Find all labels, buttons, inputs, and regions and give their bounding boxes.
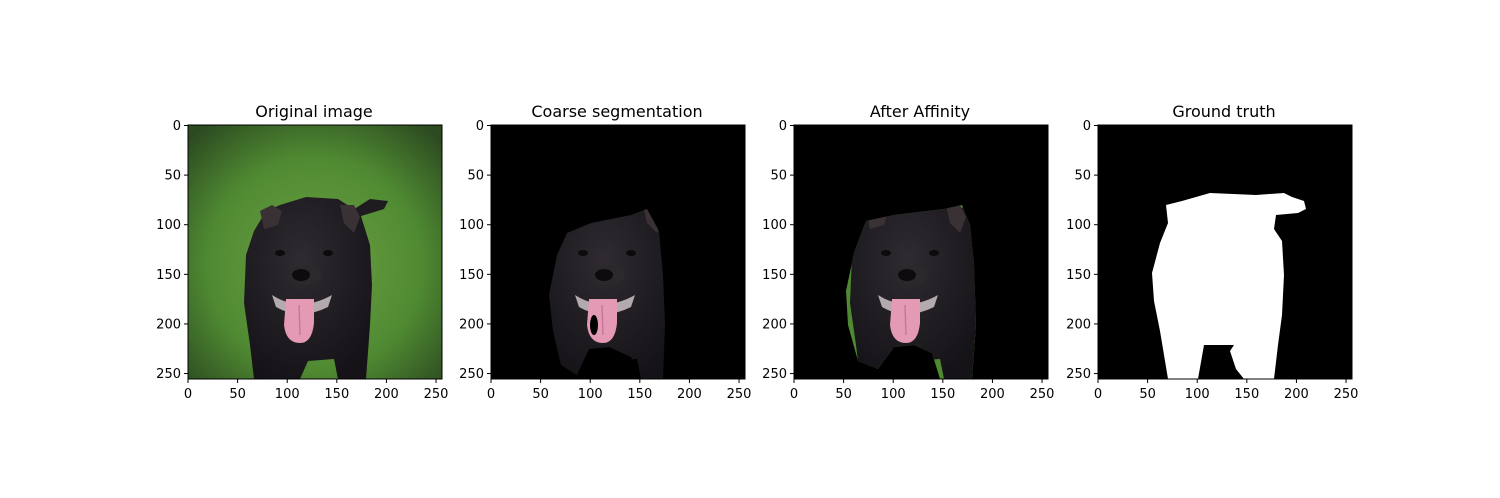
panel-ground-truth: Ground truth <box>1097 102 1353 380</box>
x-tick-label-ground-truth: 250 <box>1334 387 1359 402</box>
y-tick-label-ground-truth: 100 <box>1066 218 1091 233</box>
x-tick-label-original: 0 <box>184 387 192 402</box>
panel-title-affinity: After Affinity <box>870 102 970 121</box>
y-tick-label-coarse: 50 <box>467 169 484 184</box>
x-tick-label-affinity: 200 <box>980 387 1005 402</box>
x-tick-label-coarse: 150 <box>627 387 652 402</box>
panel-title-ground-truth: Ground truth <box>1172 102 1275 121</box>
y-tick-label-ground-truth: 0 <box>1083 119 1091 134</box>
y-tick-label-coarse: 150 <box>459 268 484 283</box>
x-tick-label-affinity: 150 <box>930 387 955 402</box>
panel-affinity: After Affinity <box>793 102 1049 380</box>
x-tick-label-affinity: 50 <box>835 387 852 402</box>
x-tick-label-ground-truth: 100 <box>1185 387 1210 402</box>
y-tick-label-original: 150 <box>156 268 181 283</box>
coarse-segmentation-image <box>491 125 745 379</box>
axes-frame-ground-truth <box>1097 124 1353 380</box>
x-tick-label-affinity: 250 <box>1030 387 1055 402</box>
x-tick-label-original: 150 <box>324 387 349 402</box>
y-tick-label-original: 0 <box>173 119 181 134</box>
y-tick-label-original: 50 <box>164 169 181 184</box>
x-tick-label-ground-truth: 0 <box>1094 387 1102 402</box>
y-tick-label-affinity: 250 <box>762 367 787 382</box>
panel-title-original: Original image <box>255 102 373 121</box>
x-tick-label-ground-truth: 200 <box>1284 387 1309 402</box>
panel-coarse: Coarse segmentation <box>490 102 746 380</box>
axes-frame-affinity <box>793 124 1049 380</box>
original-image <box>188 125 442 379</box>
x-tick-label-affinity: 100 <box>881 387 906 402</box>
axes-frame-original <box>187 124 443 380</box>
x-tick-label-original: 50 <box>229 387 246 402</box>
y-tick-label-coarse: 200 <box>459 317 484 332</box>
after-affinity-image <box>794 125 1048 379</box>
x-tick-label-coarse: 0 <box>487 387 495 402</box>
x-tick-label-original: 250 <box>424 387 449 402</box>
y-tick-label-ground-truth: 50 <box>1074 169 1091 184</box>
y-tick-label-coarse: 250 <box>459 367 484 382</box>
panel-original: Original image <box>187 102 443 380</box>
axes-frame-coarse <box>490 124 746 380</box>
y-tick-label-original: 250 <box>156 367 181 382</box>
x-tick-label-coarse: 50 <box>532 387 549 402</box>
y-tick-label-ground-truth: 200 <box>1066 317 1091 332</box>
x-tick-label-coarse: 200 <box>677 387 702 402</box>
x-tick-label-ground-truth: 150 <box>1234 387 1259 402</box>
x-tick-label-affinity: 0 <box>790 387 798 402</box>
y-tick-label-ground-truth: 250 <box>1066 367 1091 382</box>
y-tick-label-original: 200 <box>156 317 181 332</box>
y-tick-label-affinity: 200 <box>762 317 787 332</box>
panel-title-coarse: Coarse segmentation <box>531 102 702 121</box>
x-tick-label-ground-truth: 50 <box>1139 387 1156 402</box>
y-tick-label-coarse: 0 <box>476 119 484 134</box>
y-tick-label-affinity: 50 <box>770 169 787 184</box>
x-tick-label-original: 100 <box>275 387 300 402</box>
x-tick-label-coarse: 100 <box>578 387 603 402</box>
y-tick-label-affinity: 0 <box>779 119 787 134</box>
x-tick-label-coarse: 250 <box>727 387 752 402</box>
x-tick-label-original: 200 <box>374 387 399 402</box>
y-tick-label-coarse: 100 <box>459 218 484 233</box>
ground-truth-mask <box>1098 125 1352 379</box>
y-tick-label-original: 100 <box>156 218 181 233</box>
y-tick-label-affinity: 100 <box>762 218 787 233</box>
y-tick-label-affinity: 150 <box>762 268 787 283</box>
y-tick-label-ground-truth: 150 <box>1066 268 1091 283</box>
